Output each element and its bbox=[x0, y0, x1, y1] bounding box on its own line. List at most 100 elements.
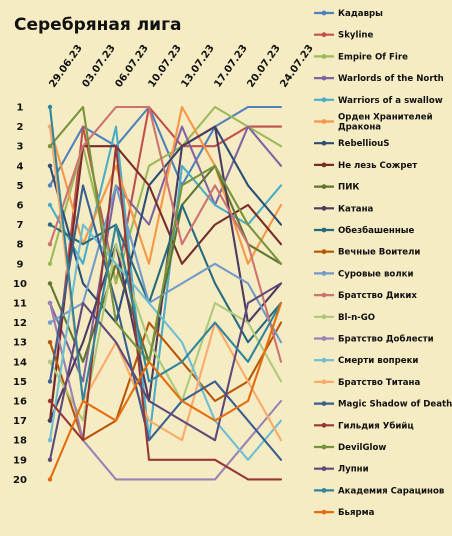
series-point-19 bbox=[47, 379, 53, 384]
legend-marker bbox=[321, 227, 327, 233]
rank-label: 20 bbox=[13, 475, 27, 486]
legend-marker bbox=[321, 422, 327, 428]
legend-label: Bl-n-GO bbox=[338, 313, 375, 323]
series-line-23 bbox=[48, 105, 283, 403]
series-line-12 bbox=[48, 321, 283, 442]
series-line-21 bbox=[48, 105, 283, 363]
rank-label: 12 bbox=[13, 318, 27, 329]
legend-marker bbox=[321, 466, 327, 472]
date-label: 17.07.23 bbox=[212, 43, 249, 90]
rank-label: 6 bbox=[17, 201, 24, 212]
legend-label: Кадавры bbox=[338, 9, 383, 19]
legend-label: Братство Титана bbox=[338, 378, 420, 388]
legend: Кадавры Skyline Empire Of Fire Warlords of … bbox=[314, 9, 452, 518]
legend-marker bbox=[321, 140, 327, 146]
legend-marker bbox=[321, 32, 327, 38]
legend-label: Не лезь Сожрет bbox=[338, 161, 417, 171]
series-point-14 bbox=[47, 242, 53, 247]
legend-marker bbox=[321, 205, 327, 211]
legend-marker bbox=[321, 75, 327, 81]
series-point-17 bbox=[47, 438, 53, 443]
series-lines bbox=[47, 104, 283, 482]
legend-label: Братство Диких bbox=[338, 291, 417, 301]
series-point-1 bbox=[47, 183, 53, 188]
rank-label: 15 bbox=[13, 377, 27, 388]
rank-label: 3 bbox=[17, 142, 24, 153]
series-point-10 bbox=[47, 418, 53, 423]
legend-label: Катана bbox=[338, 204, 374, 214]
legend-marker bbox=[321, 271, 327, 276]
date-label: 10.07.23 bbox=[146, 43, 183, 90]
rank-label: 7 bbox=[17, 220, 24, 231]
legend-marker bbox=[321, 401, 327, 406]
legend-label: Лупни bbox=[338, 465, 369, 475]
rank-label: 13 bbox=[13, 338, 27, 349]
legend-marker bbox=[321, 379, 327, 385]
series-line-9 bbox=[48, 164, 283, 363]
series-point-5 bbox=[47, 202, 53, 208]
rank-label: 1 bbox=[17, 103, 24, 114]
legend-marker bbox=[321, 509, 327, 515]
legend-label: Empire Of Fire bbox=[338, 52, 408, 62]
date-label: 24.07.23 bbox=[278, 43, 315, 90]
series-line-16 bbox=[48, 301, 283, 481]
legend-label: Warriors of a swallow bbox=[338, 96, 443, 106]
rank-label: 4 bbox=[17, 161, 24, 172]
legend-label: ПИК bbox=[338, 183, 359, 193]
legend-marker bbox=[321, 54, 327, 59]
legend-label: Вечные Воители bbox=[338, 248, 420, 258]
legend-label: Суровые волки bbox=[338, 269, 414, 279]
legend-label: Обезбашенные bbox=[338, 225, 415, 236]
series-point-21 bbox=[47, 144, 53, 149]
legend-marker bbox=[321, 357, 327, 363]
series-line-1 bbox=[48, 105, 283, 187]
legend-label: Skyline bbox=[338, 31, 374, 41]
legend-marker bbox=[321, 162, 327, 168]
legend-label: Гильдия Убийц bbox=[338, 420, 414, 431]
legend-marker bbox=[321, 292, 327, 298]
series-line-22 bbox=[48, 282, 283, 461]
rank-label: 16 bbox=[13, 397, 27, 408]
series-line-2 bbox=[48, 105, 283, 422]
date-label: 20.07.23 bbox=[245, 43, 282, 90]
series-point-12 bbox=[47, 340, 53, 345]
series-point-20 bbox=[47, 398, 53, 404]
legend-marker bbox=[321, 336, 327, 341]
series-line-7 bbox=[48, 125, 283, 324]
legend-label: RebelliouS bbox=[338, 139, 389, 149]
legend-marker bbox=[321, 249, 327, 255]
date-label: 06.07.23 bbox=[113, 43, 150, 90]
series-point-15 bbox=[47, 359, 53, 364]
series-line-24 bbox=[48, 301, 283, 481]
legend-marker bbox=[321, 444, 327, 450]
series-point-9 bbox=[47, 281, 53, 286]
legend-label: DevilGlow bbox=[338, 443, 386, 453]
date-labels: 29.06.2303.07.2306.07.2310.07.2313.07.23… bbox=[47, 43, 315, 90]
legend-marker bbox=[321, 184, 327, 190]
rank-label: 10 bbox=[13, 279, 27, 290]
rank-label: 8 bbox=[17, 240, 24, 251]
series-point-7 bbox=[47, 163, 53, 168]
series-line-3 bbox=[48, 105, 283, 285]
rank-label: 9 bbox=[17, 259, 24, 270]
series-line-11 bbox=[48, 203, 283, 344]
rank-label: 17 bbox=[13, 416, 27, 427]
date-label: 29.06.23 bbox=[47, 43, 84, 90]
series-point-23 bbox=[47, 104, 53, 110]
legend-label: Warlords of the North bbox=[338, 74, 444, 84]
legend-label: Академия Сарацинов bbox=[338, 486, 445, 496]
series-point-24 bbox=[47, 477, 53, 482]
legend-label: Смерти вопреки bbox=[338, 356, 418, 366]
legend-marker bbox=[321, 10, 327, 16]
rank-label: 11 bbox=[13, 299, 27, 310]
legend-marker bbox=[321, 314, 327, 320]
series-point-11 bbox=[47, 222, 53, 227]
rank-label: 18 bbox=[13, 436, 27, 447]
rank-label: 5 bbox=[17, 181, 24, 192]
rank-label: 2 bbox=[17, 122, 24, 133]
legend-marker bbox=[321, 97, 327, 103]
series-line-19 bbox=[48, 184, 283, 461]
